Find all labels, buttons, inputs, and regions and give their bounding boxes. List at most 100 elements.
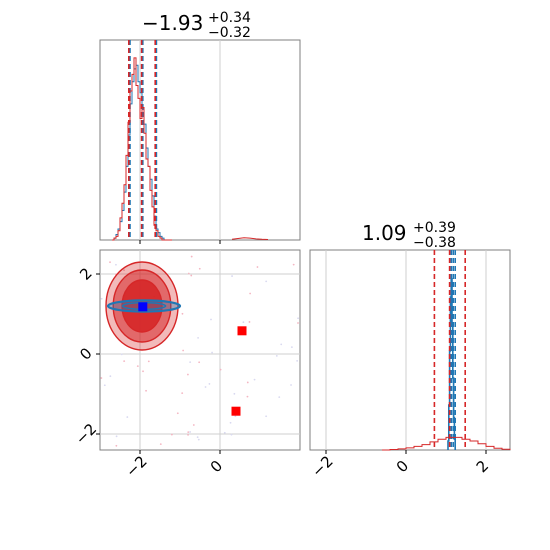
- panel2-cloud-dot: [159, 443, 162, 445]
- panel3-ticks: [325, 450, 487, 454]
- panel2-cloud-dot: [189, 431, 191, 433]
- panel2-markers: [138, 302, 247, 416]
- panel2-cloud-dot: [115, 263, 117, 266]
- panel2-cloud-dot: [196, 436, 199, 439]
- panel2-cloud-dot: [265, 280, 268, 283]
- panel3-axes: [309, 249, 511, 451]
- panel2-scatter-cloud: [100, 255, 299, 447]
- panel2-cloud-dot: [204, 386, 207, 388]
- panel2-y-tick-labels: −2 0 2: [72, 264, 100, 448]
- panel2-cloud-dot: [182, 349, 185, 352]
- panel2-xtick-label: −2: [122, 452, 150, 480]
- panel2-cloud-dot: [147, 360, 150, 363]
- panel2-cloud-dot: [109, 261, 111, 264]
- panel2-cloud-dot: [197, 336, 199, 339]
- panel3-xtick-label: 0: [393, 457, 412, 476]
- panel2-cloud-dot: [142, 370, 144, 373]
- panel2-cloud-dot: [187, 431, 190, 434]
- panel2-ytick-label: 0: [76, 344, 95, 363]
- panel3-title-plus: +0.39: [413, 220, 456, 236]
- panel2-cloud-dot: [248, 321, 251, 323]
- panel2-axes: [99, 249, 301, 451]
- panel2-cloud-dot: [297, 317, 299, 320]
- panel2-cloud-dot: [211, 351, 213, 354]
- panel2-cloud-dot: [181, 392, 184, 395]
- panel2-cloud-dot: [249, 292, 252, 295]
- panel2-cloud-dot: [230, 433, 233, 436]
- panel2-cloud-dot: [109, 375, 112, 378]
- panel2-cloud-dot: [198, 267, 201, 270]
- panel2-x-tick-labels: −2 0: [122, 452, 226, 480]
- panel1-ticks: [139, 240, 221, 244]
- panel2-cloud-dot: [233, 392, 236, 395]
- panel2-cloud-dot: [223, 431, 226, 434]
- panel3-xtick-label: −2: [308, 452, 336, 480]
- panel2-cloud-dot: [229, 421, 232, 424]
- panel2-cloud-dot: [290, 384, 292, 386]
- panel2-marker-0: [138, 302, 148, 312]
- panel2-cloud-dot: [115, 444, 118, 447]
- panel2-cloud-dot: [253, 378, 256, 381]
- panel2-cloud-dot: [103, 384, 106, 387]
- panel2-cloud-dot: [187, 434, 189, 436]
- panel2-cloud-dot: [190, 255, 193, 258]
- panel3-grid: [325, 250, 487, 450]
- panel1-title-plus: +0.34: [208, 10, 251, 26]
- panel2-cloud-dot: [181, 312, 184, 315]
- panel2-cloud-dot: [176, 412, 179, 415]
- panel2-cloud-dot: [231, 275, 233, 277]
- panel1-hist-1: [112, 57, 172, 241]
- panel2-cloud-dot: [170, 433, 173, 436]
- panel2-cloud-dot: [100, 377, 103, 379]
- panel-bottom-left: −2 0 −2 0 2: [72, 249, 301, 481]
- panel2-cloud-dot: [290, 346, 293, 349]
- panel2-cloud-dot: [278, 396, 281, 399]
- panel2-cloud-dot: [280, 343, 283, 346]
- panel2-cloud-dot: [187, 373, 189, 376]
- panel3-title-value: 1.09: [362, 221, 407, 245]
- panel3-hist-1: [382, 436, 511, 451]
- panel2-cloud-dot: [115, 435, 118, 438]
- panel2-cloud-dot: [292, 263, 295, 266]
- panel2-cloud-dot: [246, 381, 249, 384]
- panel2-cloud-dot: [242, 321, 245, 324]
- panel2-marker-1: [237, 326, 247, 336]
- panel2-cloud-dot: [256, 266, 259, 268]
- panel2-cloud-dot: [120, 353, 123, 356]
- panel1-title-minus: −0.32: [208, 25, 251, 41]
- panel2-cloud-dot: [219, 368, 222, 371]
- panel2-cloud-dot: [192, 424, 195, 426]
- panel2-ytick-label: −2: [72, 420, 100, 448]
- panel2-cloud-dot: [208, 383, 211, 385]
- panel-bottom-right: 1.09 +0.39 −0.38 −2 0 2: [308, 220, 511, 481]
- panel2-cloud-dot: [197, 438, 200, 441]
- panel2-cloud-dot: [145, 389, 147, 392]
- panel2-ytick-label: 2: [76, 264, 95, 283]
- panel1-grid: [139, 40, 221, 240]
- panel2-cloud-dot: [234, 415, 237, 418]
- panel2-cloud-dot: [100, 297, 103, 300]
- panel3-title: 1.09: [362, 221, 407, 245]
- panel2-ticks: [96, 273, 221, 454]
- panel2-xtick-label: 0: [207, 457, 226, 476]
- panel1-hist-tail: [231, 237, 269, 240]
- panel2-cloud-dot: [265, 415, 268, 418]
- panel2-cloud-dot: [198, 361, 201, 364]
- panel2-cloud-dot: [136, 365, 139, 368]
- panel2-cloud-dot: [296, 359, 299, 362]
- panel3-title-minus: −0.38: [413, 235, 456, 251]
- panel2-cloud-dot: [123, 360, 126, 363]
- panel2-cloud-dot: [297, 322, 299, 324]
- panel3-xtick-label: 2: [473, 457, 492, 476]
- panel1-title: −1.93: [142, 11, 203, 35]
- panel2-cloud-dot: [189, 361, 192, 364]
- panel1-axes: [99, 39, 301, 241]
- panel3-series: [382, 250, 511, 451]
- panel1-title-value: −1.93: [142, 11, 203, 35]
- panel2-cloud-dot: [187, 272, 190, 275]
- panel2-cloud-dot: [275, 354, 278, 357]
- panel2-cloud-dot: [246, 395, 249, 398]
- panel1-series: [112, 40, 269, 241]
- panel-top-left: −1.93 +0.34 −0.32: [99, 10, 301, 244]
